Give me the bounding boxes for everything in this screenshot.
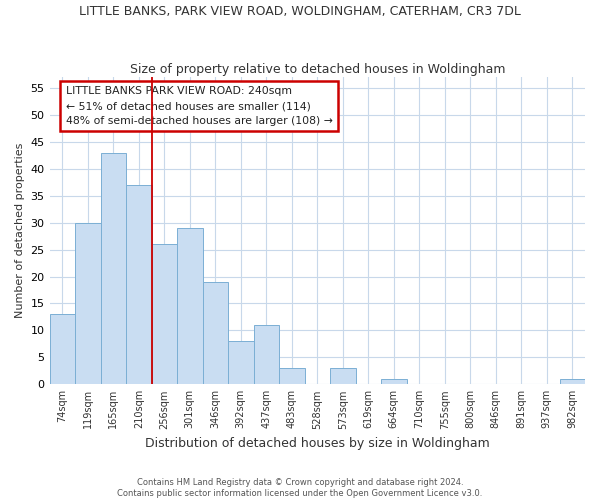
Bar bbox=[50, 314, 75, 384]
X-axis label: Distribution of detached houses by size in Woldingham: Distribution of detached houses by size … bbox=[145, 437, 490, 450]
Bar bbox=[381, 379, 407, 384]
Bar bbox=[75, 222, 101, 384]
Text: LITTLE BANKS PARK VIEW ROAD: 240sqm
← 51% of detached houses are smaller (114)
4: LITTLE BANKS PARK VIEW ROAD: 240sqm ← 51… bbox=[65, 86, 332, 126]
Bar bbox=[279, 368, 305, 384]
Bar bbox=[152, 244, 177, 384]
Bar bbox=[330, 368, 356, 384]
Bar bbox=[101, 152, 126, 384]
Y-axis label: Number of detached properties: Number of detached properties bbox=[15, 143, 25, 318]
Bar bbox=[177, 228, 203, 384]
Title: Size of property relative to detached houses in Woldingham: Size of property relative to detached ho… bbox=[130, 63, 505, 76]
Bar bbox=[254, 325, 279, 384]
Bar bbox=[560, 379, 585, 384]
Bar bbox=[228, 341, 254, 384]
Bar bbox=[126, 185, 152, 384]
Bar bbox=[203, 282, 228, 384]
Text: LITTLE BANKS, PARK VIEW ROAD, WOLDINGHAM, CATERHAM, CR3 7DL: LITTLE BANKS, PARK VIEW ROAD, WOLDINGHAM… bbox=[79, 5, 521, 18]
Text: Contains HM Land Registry data © Crown copyright and database right 2024.
Contai: Contains HM Land Registry data © Crown c… bbox=[118, 478, 482, 498]
